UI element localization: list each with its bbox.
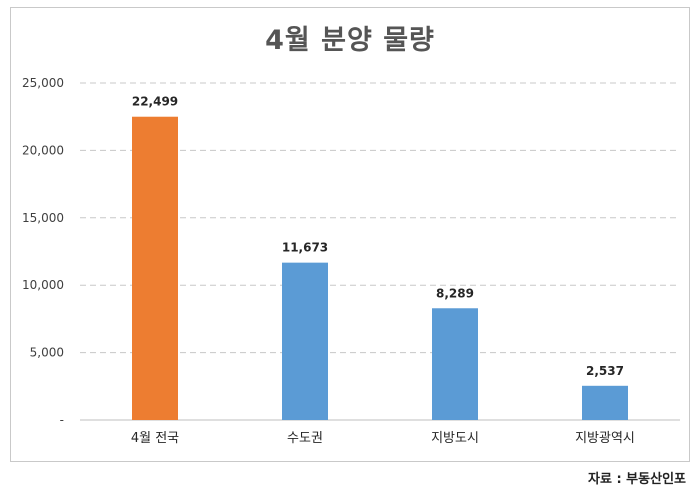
gridlines xyxy=(80,82,680,421)
source-note: 자료 : 부동산인포 xyxy=(588,472,686,487)
x-axis-ticks: 4월 전국 수도권 지방도시 지방광역시 xyxy=(131,431,635,446)
x-tick-label: 지방도시 xyxy=(431,431,479,446)
bar xyxy=(432,308,478,420)
data-label: 8,289 xyxy=(436,286,474,300)
x-tick-label: 지방광역시 xyxy=(575,431,635,446)
y-tick-label: 15,000 xyxy=(22,211,64,225)
bar xyxy=(132,116,178,421)
bar xyxy=(582,385,628,420)
y-tick-label: 5,000 xyxy=(30,346,64,360)
data-label: 11,673 xyxy=(282,241,328,255)
y-tick-label: 25,000 xyxy=(22,76,64,90)
data-labels: 22,499 11,673 8,289 2,537 xyxy=(132,95,624,378)
bars xyxy=(132,116,628,421)
x-tick-label: 4월 전국 xyxy=(131,431,179,446)
x-tick-label: 수도권 xyxy=(287,431,323,446)
y-tick-label: 20,000 xyxy=(22,143,64,157)
data-label: 22,499 xyxy=(132,95,178,109)
data-label: 2,537 xyxy=(586,364,624,378)
y-tick-label: 10,000 xyxy=(22,278,64,292)
chart-title: 4월 분양 물량 xyxy=(265,25,435,56)
bar xyxy=(282,262,328,420)
y-axis-ticks: - 5,000 10,000 15,000 20,000 25,000 xyxy=(22,76,64,427)
y-tick-label: - xyxy=(60,413,64,427)
